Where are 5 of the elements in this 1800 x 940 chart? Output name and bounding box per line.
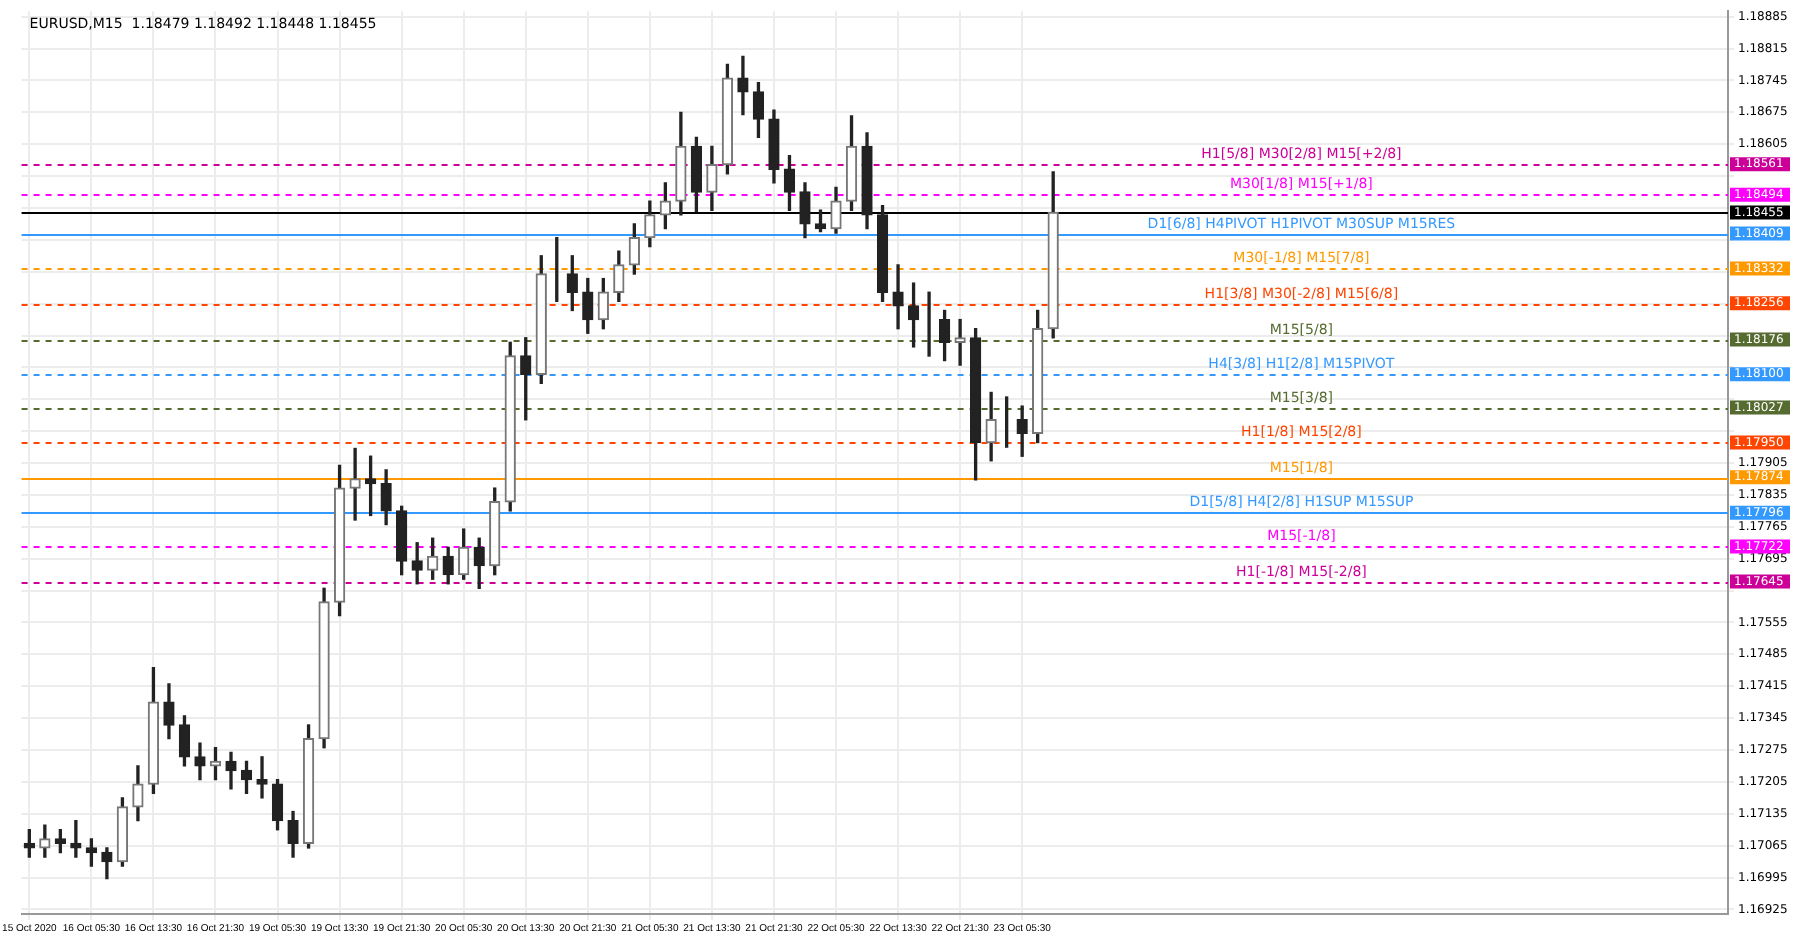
candlestick	[256, 756, 268, 799]
candlestick	[70, 819, 82, 858]
candlestick	[349, 447, 361, 521]
candlestick	[892, 264, 904, 330]
candlestick	[954, 318, 966, 366]
